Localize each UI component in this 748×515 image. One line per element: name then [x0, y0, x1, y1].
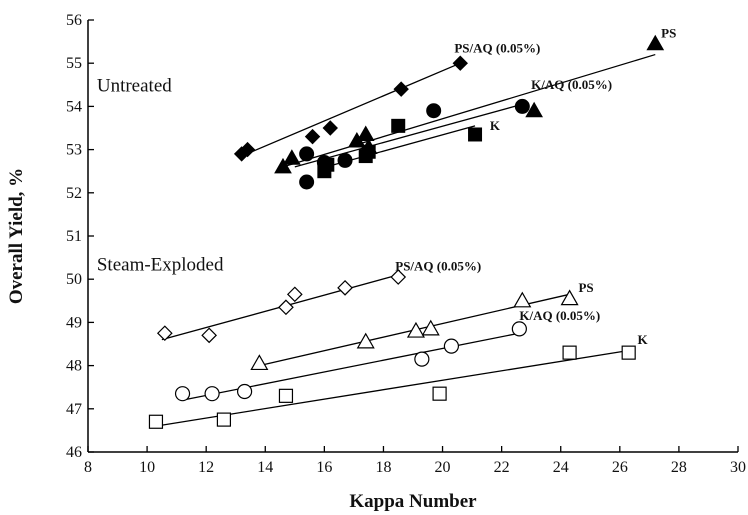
y-tick-label: 54 — [66, 98, 82, 115]
square-marker — [468, 127, 483, 142]
fit-line — [155, 349, 629, 427]
diamond-marker — [201, 327, 217, 344]
triangle-marker — [356, 332, 375, 349]
labels: Untreated Steam-Exploded PS/AQ (0.05%) PS K/… — [97, 25, 676, 347]
triangle-marker — [646, 34, 665, 51]
series-label: PS — [661, 25, 676, 40]
circle-marker — [514, 98, 530, 114]
triangle-marker — [513, 291, 532, 308]
circle-marker — [414, 351, 430, 367]
diamond-marker — [286, 286, 303, 303]
square-marker — [391, 118, 406, 133]
y-tick-label: 48 — [66, 358, 82, 375]
circle-marker — [299, 174, 315, 190]
square-marker — [216, 412, 232, 427]
triangle-marker — [525, 101, 543, 118]
y-tick-label: 50 — [66, 271, 82, 288]
y-tick-label: 46 — [66, 444, 82, 461]
square-marker — [432, 386, 447, 401]
series-label: K/AQ (0.05%) — [531, 77, 612, 92]
diamond-marker — [278, 299, 294, 316]
x-tick-label: 12 — [198, 459, 214, 476]
diamond-marker — [156, 325, 173, 342]
triangle-marker — [283, 149, 301, 165]
square-marker — [361, 144, 376, 159]
circle-marker — [337, 152, 353, 168]
circle-marker — [443, 338, 460, 354]
x-tick-label: 28 — [671, 459, 687, 476]
fit-line — [241, 62, 461, 157]
x-tick-label: 10 — [139, 459, 155, 476]
triangle-marker — [250, 354, 269, 371]
triangle-marker — [406, 321, 425, 338]
diamond-marker — [452, 55, 468, 71]
fit-line — [182, 332, 520, 401]
y-tick-label: 56 — [66, 12, 82, 29]
diamond-marker — [390, 269, 407, 285]
y-tick-label: 49 — [66, 314, 82, 331]
x-tick-label: 30 — [730, 459, 746, 476]
series-label: PS/AQ (0.05%) — [454, 40, 540, 55]
y-axis-title: Overall Yield, % — [6, 168, 27, 304]
group-annotation: Steam-Exploded — [97, 255, 224, 276]
y-tick-label: 47 — [66, 401, 82, 418]
diamond-marker — [393, 81, 409, 97]
y-tick-label: 55 — [66, 55, 82, 72]
circle-marker — [236, 383, 253, 400]
triangle-marker — [274, 157, 292, 174]
triangle-marker — [421, 319, 440, 336]
square-marker — [562, 345, 577, 360]
group-annotation: Untreated — [97, 75, 172, 96]
fit-line — [282, 53, 656, 168]
triangle-marker — [356, 125, 375, 141]
x-axis-title: Kappa Number — [349, 491, 477, 512]
circle-marker — [204, 386, 220, 402]
y-tick-label: 53 — [66, 142, 82, 159]
circle-marker — [511, 321, 527, 337]
diamond-marker — [337, 279, 353, 296]
series-label: PS/AQ (0.05%) — [395, 259, 481, 274]
axes: 46 47 48 49 50 51 52 53 54 55 56 8 10 12 14 16 18 20 22 24 2… — [66, 12, 746, 476]
x-tick-label: 20 — [435, 459, 451, 476]
square-marker — [278, 388, 294, 403]
diamond-marker — [322, 120, 338, 136]
square-marker — [320, 157, 335, 172]
x-tick-label: 18 — [375, 459, 391, 476]
diamond-marker — [239, 141, 256, 158]
x-tick-label: 22 — [494, 459, 510, 476]
x-tick-label: 8 — [84, 459, 92, 476]
fit-line — [294, 103, 523, 168]
series-label: PS — [578, 280, 593, 295]
square-marker — [148, 414, 164, 429]
diamond-marker — [304, 128, 321, 145]
x-tick-label: 14 — [257, 459, 273, 476]
circle-marker — [174, 386, 191, 402]
series-label: K — [490, 118, 501, 133]
y-tick-label: 52 — [66, 185, 82, 202]
data-markers — [148, 34, 665, 429]
square-marker — [621, 345, 636, 360]
x-tick-label: 26 — [612, 459, 628, 476]
circle-marker — [426, 103, 442, 119]
x-tick-label: 24 — [553, 459, 569, 476]
y-tick-label: 51 — [66, 228, 82, 245]
fit-lines — [155, 53, 656, 427]
circle-marker — [299, 146, 315, 162]
triangle-marker — [560, 289, 579, 306]
series-label: K — [638, 332, 649, 347]
series-label: K/AQ (0.05%) — [519, 308, 600, 323]
x-tick-label: 16 — [316, 459, 332, 476]
